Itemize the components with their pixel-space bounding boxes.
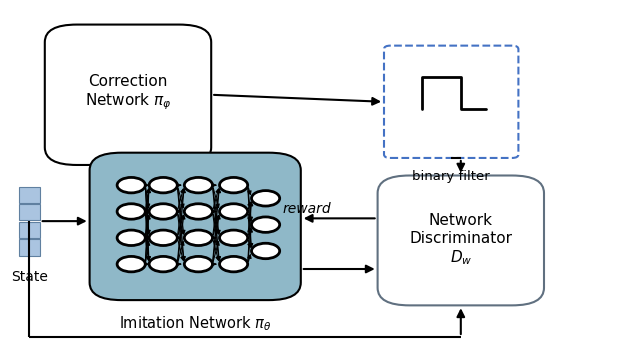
FancyBboxPatch shape bbox=[384, 46, 518, 158]
FancyBboxPatch shape bbox=[90, 153, 301, 300]
Circle shape bbox=[220, 177, 248, 193]
Text: Network
Discriminator
$D_w$: Network Discriminator $D_w$ bbox=[410, 213, 512, 267]
Circle shape bbox=[117, 204, 145, 219]
Text: Correction
Network $\pi_{\varphi}$: Correction Network $\pi_{\varphi}$ bbox=[84, 74, 172, 112]
Circle shape bbox=[220, 204, 248, 219]
Circle shape bbox=[184, 177, 212, 193]
Circle shape bbox=[184, 230, 212, 246]
Text: Imitation Network $\pi_{\theta}$: Imitation Network $\pi_{\theta}$ bbox=[119, 314, 271, 333]
Circle shape bbox=[252, 191, 280, 206]
Circle shape bbox=[117, 256, 145, 272]
Bar bbox=[19, 187, 40, 203]
Text: reward: reward bbox=[283, 202, 332, 216]
Circle shape bbox=[149, 230, 177, 246]
Circle shape bbox=[117, 177, 145, 193]
Text: binary filter: binary filter bbox=[412, 170, 490, 183]
FancyBboxPatch shape bbox=[378, 176, 544, 305]
Circle shape bbox=[252, 217, 280, 232]
Bar bbox=[19, 204, 40, 220]
Circle shape bbox=[220, 230, 248, 246]
Bar bbox=[19, 222, 40, 238]
Circle shape bbox=[184, 256, 212, 272]
FancyBboxPatch shape bbox=[45, 25, 211, 165]
Circle shape bbox=[252, 243, 280, 259]
Circle shape bbox=[149, 256, 177, 272]
Bar bbox=[19, 239, 40, 256]
Circle shape bbox=[220, 256, 248, 272]
Circle shape bbox=[117, 230, 145, 246]
Circle shape bbox=[184, 204, 212, 219]
Circle shape bbox=[149, 204, 177, 219]
Text: State: State bbox=[11, 270, 48, 284]
Circle shape bbox=[149, 177, 177, 193]
